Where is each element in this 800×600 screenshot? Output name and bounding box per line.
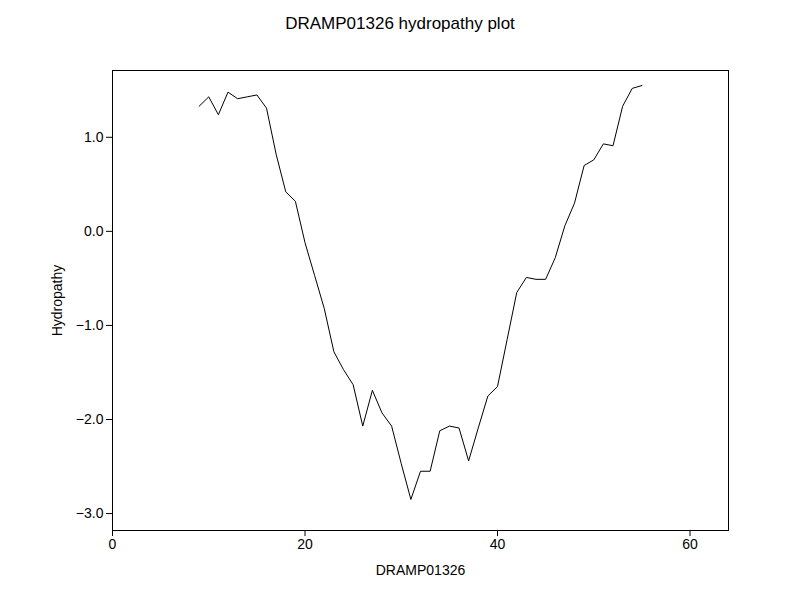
svg-text:0: 0	[109, 536, 117, 552]
html-text:DRAMP01326 hydropathy plot: DRAMP01326 hydropathy plot	[285, 14, 515, 33]
svg-text:−2.0: −2.0	[76, 411, 104, 427]
svg-text:0.0: 0.0	[84, 223, 104, 239]
svg-text:40: 40	[490, 536, 506, 552]
svg-text:20: 20	[297, 536, 313, 552]
svg-text:Hydropathy: Hydropathy	[49, 265, 65, 337]
svg-text:60: 60	[682, 536, 698, 552]
svg-text:−1.0: −1.0	[76, 317, 104, 333]
svg-text:−3.0: −3.0	[76, 505, 104, 521]
svg-text:DRAMP01326: DRAMP01326	[376, 562, 466, 578]
svg-text:1.0: 1.0	[84, 129, 104, 145]
